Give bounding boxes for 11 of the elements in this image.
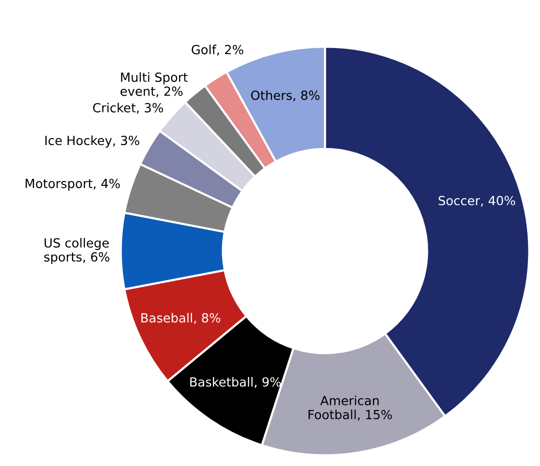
slice-label: Golf, 2% <box>192 44 244 56</box>
slice-label: Ice Hockey, 3% <box>45 136 140 148</box>
slice-label: Others, 8% <box>251 90 320 102</box>
slice-label: Cricket, 3% <box>93 102 164 114</box>
slice-label: Multi Sport event, 2% <box>120 72 188 98</box>
slice-label: Soccer, 40% <box>438 196 516 207</box>
slice-label: Basketball, 9% <box>190 376 281 388</box>
slice-label: Motorsport, 4% <box>26 178 120 191</box>
slice-label: American Football, 15% <box>308 396 392 421</box>
slice-label: US college sports, 6% <box>44 238 110 264</box>
slice-label: Baseball, 8% <box>141 312 220 324</box>
